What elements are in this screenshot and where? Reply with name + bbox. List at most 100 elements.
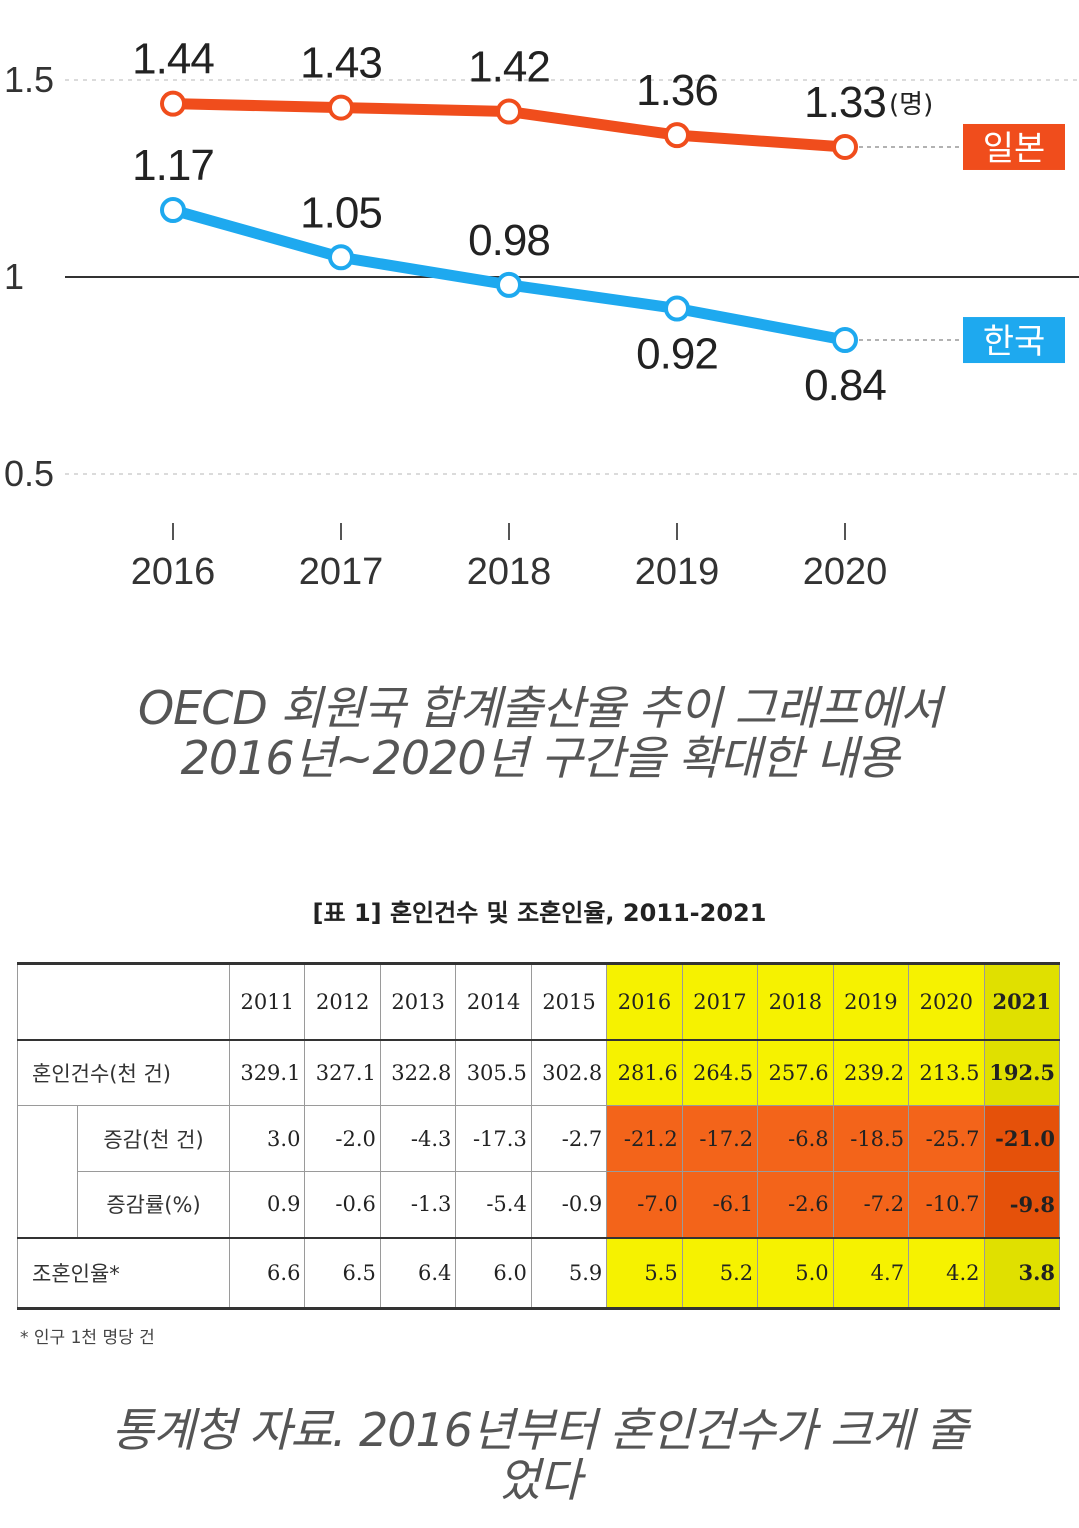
row-label: 증감(천 건) [77,1105,230,1172]
table-cell: 264.5 [681,1039,759,1106]
y-axis-ticks: 1.5 1 0.5 [4,59,54,494]
table-cell: -0.6 [304,1171,381,1238]
table-cell: 329.1 [228,1039,306,1106]
year-header: 2017 [681,963,759,1040]
year-header: 2014 [455,963,532,1040]
data-label: 1.36 [636,66,718,115]
chart-data-labels: 1.44 1.43 1.42 1.36 1.33 (명) 1.17 1.05 0.98 0.92 0… [132,35,933,410]
table-cell: -21.0 [983,1105,1061,1172]
year-header: 2020 [908,963,985,1040]
table-cell: 5.0 [757,1237,834,1309]
table-cell: 305.5 [455,1039,532,1106]
x-tick-label: 2019 [635,551,720,593]
year-header: 2019 [832,963,910,1040]
table-header-row: 2011 2012 2013 2014 2015 2016 2017 2018 … [17,963,1061,1040]
table-row: 증감(천 건) 3.0 -2.0 -4.3 -17.3 -2.7 -21.2 -… [17,1105,1061,1238]
unit-label: (명) [889,90,933,120]
data-label: 0.92 [636,330,718,379]
row-label: 조혼인율* [17,1237,230,1309]
data-label: 0.84 [804,361,886,410]
x-axis-ticks: 2016 2017 2018 2019 2020 [131,523,888,593]
table-cell: 5.5 [606,1237,683,1309]
table-cell: -7.0 [606,1171,683,1238]
year-header: 2011 [228,963,306,1040]
data-label: 1.05 [300,188,382,237]
table-cell: 5.9 [530,1237,608,1309]
table-cell: -10.7 [908,1171,985,1238]
table-cell: -6.1 [681,1171,759,1238]
x-tick-label: 2020 [803,551,888,593]
table-cell: 6.6 [228,1237,306,1309]
x-tick-label: 2018 [467,551,552,593]
data-point [832,327,858,354]
y-tick-label: 1.5 [4,59,54,100]
x-tick-label: 2017 [299,551,384,593]
table-cell: -6.8 [757,1105,834,1172]
data-label: 1.42 [468,43,550,92]
data-label: 1.43 [300,39,382,88]
year-header: 2016 [606,963,683,1040]
table-cell: -1.3 [379,1171,457,1238]
table-cell: -17.3 [455,1105,532,1172]
year-header: 2013 [379,963,457,1040]
legend-box [963,123,1065,170]
table-cell: 192.5 [983,1039,1061,1106]
table-cell: -21.2 [606,1105,683,1172]
data-point [160,90,186,117]
table-cell: -0.9 [530,1171,608,1238]
table-cell: -2.0 [304,1105,381,1172]
data-point [496,271,522,298]
data-label: 1.44 [132,35,214,84]
data-label: 0.98 [468,216,550,265]
table-cell: 213.5 [908,1039,985,1106]
table-cell: 302.8 [530,1039,608,1106]
table-caption-line-2: 었다 [498,1453,582,1507]
row-indent-cell [17,1105,78,1238]
table-cell: 3.8 [983,1237,1061,1309]
table-cell: -9.8 [983,1171,1061,1238]
table-row: 조혼인율* 6.6 6.5 6.4 6.0 5.9 5.5 5.2 5.0 4.… [17,1237,1061,1309]
table-cell: 4.2 [908,1237,985,1309]
row-label: 혼인건수(천 건) [17,1039,230,1106]
chart-grid [65,79,1079,475]
table-cell: 6.4 [379,1237,457,1309]
table-cell: 4.7 [832,1237,910,1309]
table-cell: -2.6 [757,1171,834,1238]
data-point [664,295,690,322]
table-title: [표 1] 혼인건수 및 조혼인율, 2011-2021 [312,899,767,927]
legend-label: 한국 [983,322,1046,362]
chart-caption-line-2: 2016년~2020년 구간을 확대한 내용 [180,731,900,785]
x-tick-label: 2016 [131,551,216,593]
table-row: 증감률(%) 0.9 -0.6 -1.3 -5.4 -0.9 -7.0 -6.1… [18,1171,1061,1238]
table-cell: -18.5 [832,1105,910,1172]
data-label: 1.33 [804,78,886,127]
table-caption: 통계청 자료. 2016년부터 혼인건수가 크게 줄 었다 [0,1405,1079,1505]
data-point [328,94,354,121]
table-row: 혼인건수(천 건) 329.1 327.1 322.8 305.5 302.8 … [17,1039,1061,1106]
chart-caption: OECD 회원국 합계출산율 추이 그래프에서 2016년~2020년 구간을 … [0,683,1079,783]
data-point [664,122,690,149]
table-cell: 6.5 [304,1237,381,1309]
year-header: 2012 [304,963,381,1040]
table-cell: 322.8 [379,1039,457,1106]
table-cell: 327.1 [304,1039,381,1106]
table-cell: -5.4 [455,1171,532,1238]
table-cell: 6.0 [455,1237,532,1309]
legend-box [963,317,1065,364]
marriage-stats-table: 2011 2012 2013 2014 2015 2016 2017 2018 … [17,962,1061,1310]
legend-label: 일본 [983,129,1046,169]
data-point [832,133,858,160]
chart-caption-line-1: OECD 회원국 합계출산율 추이 그래프에서 [137,681,942,735]
table-cell: 3.0 [228,1105,306,1172]
year-header: 2018 [757,963,834,1040]
data-point [160,197,186,224]
table-footnote: * 인구 1천 명당 건 [20,1328,155,1348]
table-cell: 5.2 [681,1237,759,1309]
table-cell: 257.6 [757,1039,834,1106]
row-label: 증감률(%) [77,1171,230,1238]
line-chart: 1.5 1 0.5 2016 2017 2018 2019 2020 1.44 1.43 1.4… [4,35,1079,593]
table-cell: 239.2 [832,1039,910,1106]
y-tick-label: 0.5 [4,453,54,494]
y-tick-label: 1 [4,256,24,297]
